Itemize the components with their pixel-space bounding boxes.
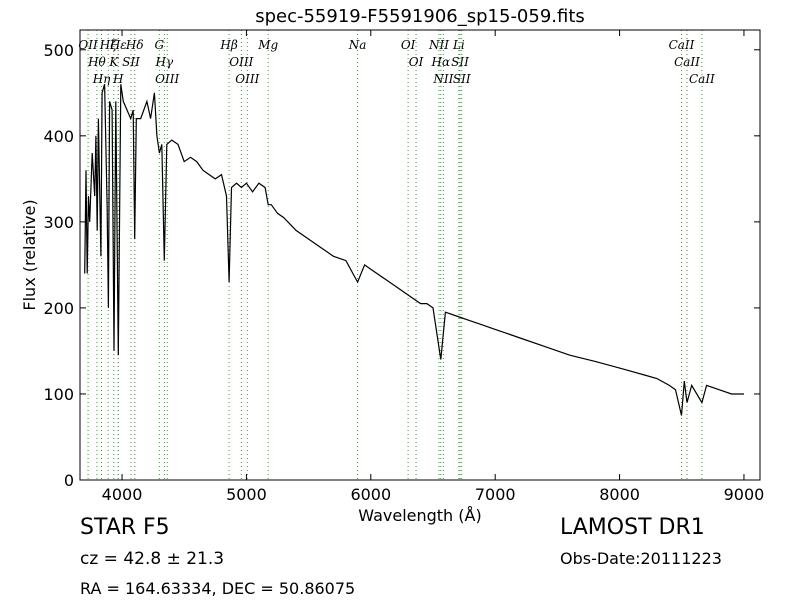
- coordinates: RA = 164.63334, DEC = 50.86075: [80, 579, 355, 598]
- line-label: Hγ: [155, 55, 174, 69]
- y-tick-label: 500: [43, 41, 74, 60]
- line-label: Hα: [431, 55, 451, 69]
- line-label: Hδ: [125, 38, 144, 52]
- line-label: Hε: [109, 38, 127, 52]
- y-tick-label: 100: [43, 385, 74, 404]
- y-tick-label: 400: [43, 127, 74, 146]
- x-tick-label: 9000: [724, 485, 765, 504]
- x-tick-label: 5000: [226, 485, 267, 504]
- line-label: Hζ: [99, 38, 118, 52]
- x-tick-label: 7000: [475, 485, 516, 504]
- plot-frame: [79, 29, 761, 481]
- y-tick-label: 300: [43, 213, 74, 232]
- line-label: K: [108, 55, 119, 69]
- spectrum-line: [84, 84, 744, 416]
- line-label: CaII: [689, 72, 715, 86]
- line-label: Li: [452, 38, 465, 52]
- line-label: OII: [78, 38, 98, 52]
- survey: LAMOST DR1: [560, 515, 705, 540]
- chart-title: spec-55919-F5591906_sp15-059.fits: [255, 6, 585, 27]
- line-label: Na: [348, 38, 367, 52]
- y-tick-label: 0: [64, 471, 74, 490]
- x-tick-label: 6000: [350, 485, 391, 504]
- object-class: STAR F5: [80, 515, 170, 540]
- line-label: NII: [432, 72, 453, 86]
- line-label: CaII: [674, 55, 700, 69]
- line-label: OIII: [235, 72, 259, 86]
- line-label: NII: [428, 38, 449, 52]
- x-tick-label: 8000: [599, 485, 640, 504]
- line-label: CaII: [669, 38, 695, 52]
- x-axis-label: Wavelength (Å): [358, 506, 481, 525]
- line-label: SII: [122, 55, 140, 69]
- line-label: Hθ: [87, 55, 106, 69]
- y-axis-label: Flux (relative): [20, 199, 39, 310]
- x-tick-label: 4000: [102, 485, 143, 504]
- line-label: OIII: [229, 55, 253, 69]
- y-tick-label: 200: [43, 299, 74, 318]
- line-label: Hβ: [219, 38, 237, 52]
- redshift: cz = 42.8 ± 21.3: [80, 549, 224, 569]
- obs-date: Obs-Date:20111223: [560, 549, 722, 568]
- line-label: SII: [451, 55, 469, 69]
- line-label: Mg: [257, 38, 278, 52]
- line-label: OIII: [155, 72, 179, 86]
- line-label: Hη: [92, 72, 111, 86]
- line-label: SII: [453, 72, 471, 86]
- line-label: G: [155, 38, 165, 52]
- line-label: OI: [401, 38, 416, 52]
- line-label: OI: [409, 55, 424, 69]
